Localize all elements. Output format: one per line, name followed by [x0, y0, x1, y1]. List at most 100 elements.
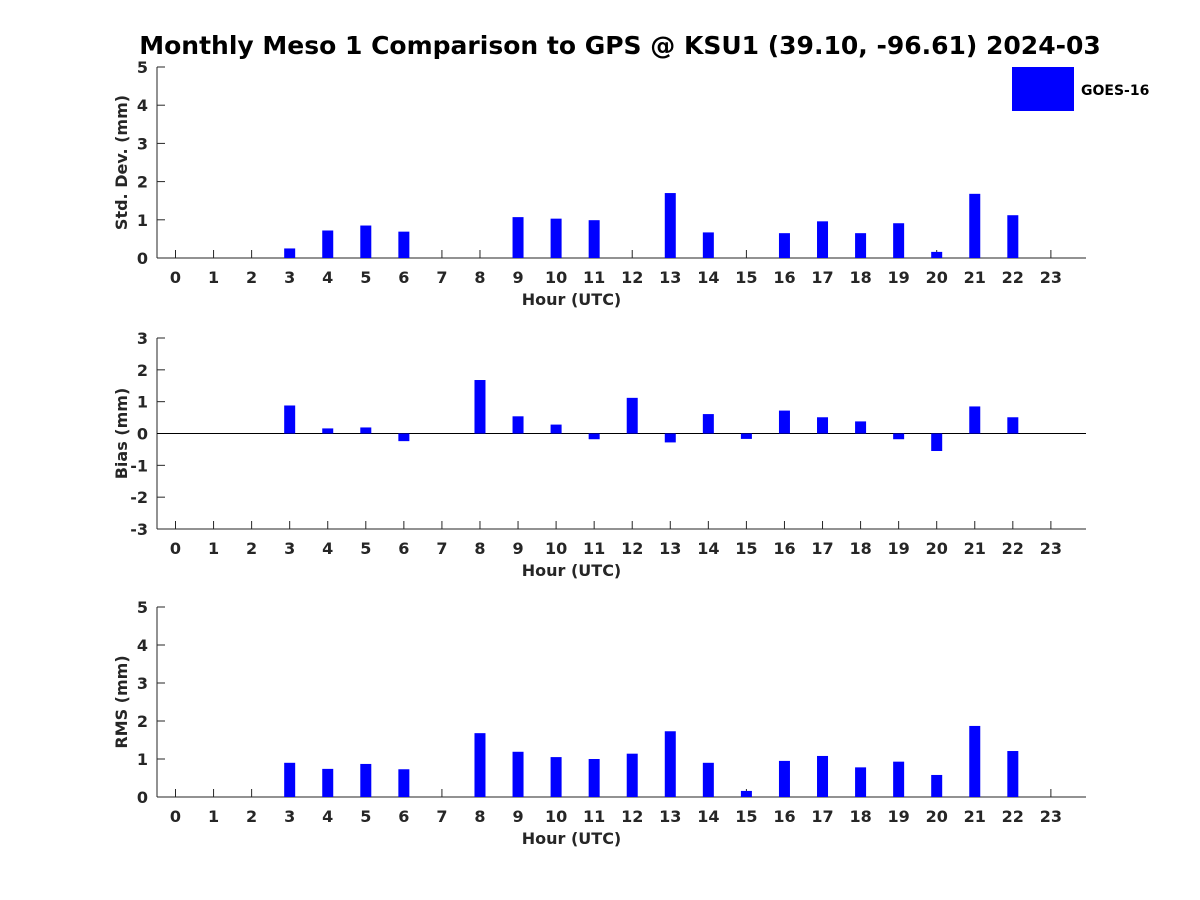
- x-axis-label: Hour (UTC): [522, 829, 622, 848]
- x-tick-label: 2: [246, 807, 257, 826]
- x-tick-label: 22: [1002, 268, 1024, 287]
- x-tick-label: 1: [208, 807, 219, 826]
- x-tick-label: 12: [621, 268, 643, 287]
- bar-hour-16: [778, 760, 790, 797]
- y-tick-label: -1: [130, 456, 148, 475]
- bar-hour-18: [855, 233, 867, 258]
- x-tick-label: 7: [436, 539, 447, 558]
- y-tick-label: 5: [137, 598, 148, 617]
- x-tick-label: 22: [1002, 807, 1024, 826]
- bar-hour-3: [284, 248, 296, 258]
- x-tick-label: 8: [474, 539, 485, 558]
- bar-hour-3: [284, 405, 296, 434]
- y-tick-label: 2: [137, 173, 148, 192]
- x-tick-label: 0: [170, 268, 181, 287]
- x-tick-label: 12: [621, 807, 643, 826]
- x-tick-label: 9: [512, 807, 523, 826]
- x-tick-label: 11: [583, 807, 605, 826]
- x-tick-label: 2: [246, 268, 257, 287]
- bar-hour-19: [893, 223, 905, 258]
- x-tick-label: 17: [811, 539, 833, 558]
- bar-hour-5: [360, 427, 372, 434]
- x-axis-label: Hour (UTC): [522, 561, 622, 580]
- x-tick-label: 10: [545, 807, 567, 826]
- legend-label: GOES-16: [1081, 83, 1149, 99]
- x-tick-label: 20: [926, 807, 948, 826]
- y-tick-label: 2: [137, 361, 148, 380]
- bar-hour-13: [664, 433, 676, 443]
- bar-hour-4: [322, 768, 334, 797]
- y-tick-label: 3: [137, 329, 148, 348]
- x-tick-label: 5: [360, 539, 371, 558]
- x-tick-label: 9: [512, 268, 523, 287]
- bar-hour-14: [702, 762, 714, 797]
- x-tick-label: 4: [322, 807, 333, 826]
- bar-hour-5: [360, 225, 372, 258]
- x-tick-label: 6: [398, 268, 409, 287]
- bar-hour-15: [740, 790, 752, 797]
- bar-hour-14: [702, 414, 714, 434]
- x-tick-label: 9: [512, 539, 523, 558]
- bar-hour-20: [931, 251, 943, 258]
- bar-hour-17: [817, 755, 829, 797]
- y-tick-label: 0: [137, 788, 148, 807]
- bar-hour-10: [550, 757, 562, 797]
- bar-hour-10: [550, 218, 562, 258]
- y-tick-label: 1: [137, 750, 148, 769]
- bar-hour-11: [588, 759, 600, 797]
- x-tick-label: 19: [888, 268, 910, 287]
- bar-hour-15: [740, 433, 752, 439]
- y-tick-label: 1: [137, 211, 148, 230]
- x-tick-label: 6: [398, 807, 409, 826]
- y-tick-label: 1: [137, 393, 148, 412]
- bar-hour-22: [1007, 215, 1019, 258]
- bar-hour-10: [550, 424, 562, 434]
- bar-hour-16: [778, 410, 790, 434]
- x-tick-label: 19: [888, 539, 910, 558]
- x-tick-label: 3: [284, 807, 295, 826]
- x-tick-label: 15: [735, 807, 757, 826]
- x-tick-label: 11: [583, 539, 605, 558]
- bar-hour-13: [664, 193, 676, 258]
- y-tick-label: 3: [137, 674, 148, 693]
- bar-hour-14: [702, 232, 714, 258]
- x-tick-label: 13: [659, 807, 681, 826]
- chart-title: Monthly Meso 1 Comparison to GPS @ KSU1 …: [139, 31, 1101, 60]
- y-axis-label: Std. Dev. (mm): [112, 95, 131, 230]
- x-tick-label: 23: [1040, 539, 1062, 558]
- x-tick-label: 14: [697, 268, 719, 287]
- bar-hour-21: [969, 725, 981, 797]
- x-tick-label: 4: [322, 268, 333, 287]
- bar-hour-4: [322, 230, 334, 258]
- x-tick-label: 3: [284, 268, 295, 287]
- x-tick-label: 8: [474, 807, 485, 826]
- legend-swatch: [1012, 67, 1074, 111]
- bar-hour-3: [284, 762, 296, 797]
- x-tick-label: 23: [1040, 268, 1062, 287]
- bar-hour-20: [931, 433, 943, 452]
- bar-hour-17: [817, 417, 829, 434]
- x-tick-label: 12: [621, 539, 643, 558]
- y-tick-label: -3: [130, 520, 148, 539]
- x-tick-label: 6: [398, 539, 409, 558]
- x-tick-label: 16: [773, 268, 795, 287]
- y-tick-label: 3: [137, 134, 148, 153]
- bar-hour-19: [893, 761, 905, 797]
- x-tick-label: 23: [1040, 807, 1062, 826]
- bar-hour-16: [778, 233, 790, 258]
- bar-hour-6: [398, 231, 410, 258]
- x-tick-label: 21: [964, 807, 986, 826]
- x-tick-label: 14: [697, 807, 719, 826]
- x-tick-label: 2: [246, 539, 257, 558]
- y-tick-label: 2: [137, 712, 148, 731]
- bar-hour-18: [855, 767, 867, 797]
- bar-hour-11: [588, 433, 600, 440]
- x-tick-label: 22: [1002, 539, 1024, 558]
- y-tick-label: 0: [137, 249, 148, 268]
- x-tick-label: 18: [849, 807, 871, 826]
- y-tick-label: 5: [137, 58, 148, 77]
- bar-hour-20: [931, 774, 943, 797]
- x-tick-label: 0: [170, 807, 181, 826]
